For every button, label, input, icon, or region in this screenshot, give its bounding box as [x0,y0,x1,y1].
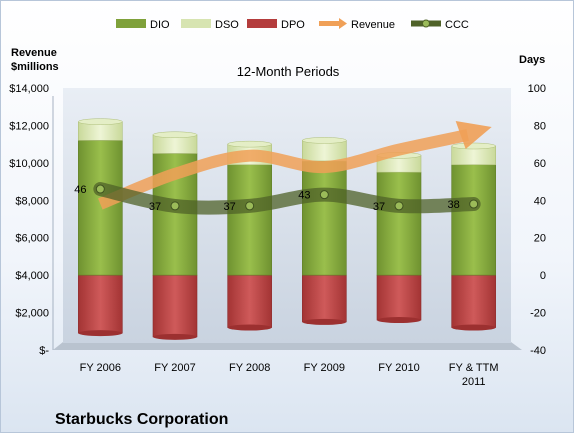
right-tick-label: 40 [534,195,546,207]
revenue-line [98,129,469,210]
dpo-bar-base [153,333,197,340]
right-tick-label: 80 [534,120,546,132]
ccc-point [245,201,255,211]
dpo-bar-base [377,317,421,324]
legend-ccc-label: CCC [445,19,469,31]
left-tick-label: $- [39,345,49,357]
plot-floor [53,342,522,350]
dso-bar-top [227,140,272,148]
ccc-data-label: 37 [149,201,161,213]
ccc-line [93,182,481,215]
dpo-bar [78,274,123,334]
right-tick-label: -40 [530,345,546,357]
company-name: Starbucks Corporation [55,411,228,428]
left-tick-label: $2,000 [15,308,49,320]
x-tick-label: FY 2010 [378,362,419,374]
legend-dio-swatch [116,19,146,28]
ccc-point [170,201,180,211]
right-tick-label: -20 [530,308,546,320]
dio-bar [451,164,496,276]
right-tick-label: 0 [540,270,546,282]
ccc-data-label: 37 [224,201,236,213]
dpo-bar [376,274,422,321]
dio-bar [227,164,272,276]
left-axis-title-line2: $millions [11,61,59,73]
x-tick-label: FY 2007 [154,362,195,374]
legend-dio-label: DIO [150,19,170,31]
legend-revenue-label: Revenue [351,19,395,31]
lines-layer: 46 37 37 43 37 38 [74,121,492,215]
legend-dso-label: DSO [215,19,239,31]
left-tick-label: $8,000 [15,195,49,207]
left-tick-label: $10,000 [9,158,49,170]
dpo-bar-base [451,324,496,331]
right-tick-label: 60 [534,158,546,170]
x-tick-label: FY 2006 [80,362,121,374]
legend-ccc-marker [422,19,430,28]
x-tick-label: FY 2008 [229,362,270,374]
x-tick-label-line2: 2011 [462,376,486,388]
dpo-bar [302,274,347,323]
left-axis-title-line1: Revenue [11,47,57,59]
legend-dpo-swatch [247,19,277,28]
legend-dpo-label: DPO [281,19,305,31]
dpo-bar-base [302,318,347,325]
axes-layer: $- $2,000 $4,000 $6,000 $8,000 $10,000 $12,000… [9,83,546,388]
right-axis-title: Days [519,54,545,66]
left-tick-label: $14,000 [9,83,49,95]
dpo-bar-base [78,330,123,337]
chart-title: 12-Month Periods [237,64,340,79]
plot-area [63,88,511,343]
dio-bar [376,171,422,276]
left-tick-label: $4,000 [15,270,49,282]
legend: DIO DSO DPO Revenue CCC [116,18,469,31]
dpo-bar [227,274,272,328]
dio-bar [78,140,123,276]
ccc-data-label: 37 [373,201,385,213]
ccc-data-label: 38 [448,199,460,211]
left-tick-label: $6,000 [15,233,49,245]
legend-revenue-arrow [319,18,347,29]
ccc-point [95,184,105,194]
dio-bar [302,160,347,276]
right-tick-label: 20 [534,233,546,245]
ccc-point [319,190,329,200]
dso-bar-top [78,118,123,125]
ccc-data-label: 46 [74,184,86,196]
dpo-bar [451,274,496,328]
revenue-arrowhead [455,121,492,150]
dso-bar-top [451,142,496,150]
right-tick-label: 100 [528,83,546,95]
dpo-bar-base [227,324,272,331]
legend-dso-swatch [181,19,211,28]
dso-bar-top [302,137,347,144]
dso-bar-top [152,131,198,139]
ccc-data-label: 43 [298,190,310,202]
ccc-point [469,199,479,209]
left-tick-label: $12,000 [9,120,49,132]
x-tick-label: FY 2009 [304,362,345,374]
ccc-point [394,201,404,211]
x-tick-label: FY & TTM [449,362,499,374]
dpo-bar [152,274,198,338]
